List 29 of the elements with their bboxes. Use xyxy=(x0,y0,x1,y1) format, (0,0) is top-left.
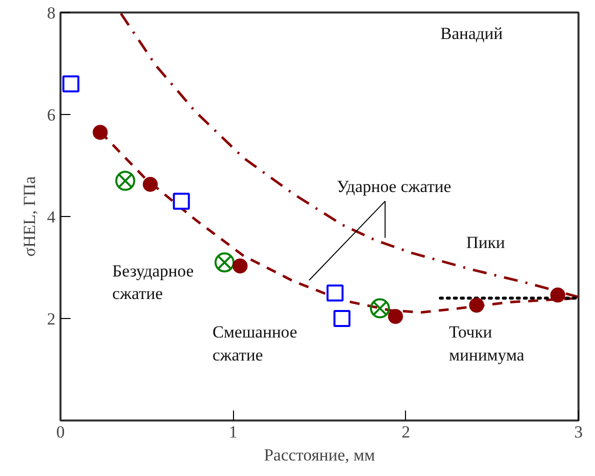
point xyxy=(92,124,108,140)
annotation: Ударное сжатие xyxy=(336,177,452,196)
point xyxy=(142,176,158,192)
point xyxy=(388,308,403,324)
annotation: Смешанное сжатие xyxy=(212,322,298,364)
x-tick-label: 2 xyxy=(402,422,410,442)
y-tick-label: 6 xyxy=(47,106,56,124)
annotation: Ванадий xyxy=(440,24,503,44)
point xyxy=(115,170,136,191)
point xyxy=(232,258,248,274)
annotation: Пики xyxy=(466,233,505,252)
x-axis-title: Расстояние, мм xyxy=(264,446,376,464)
annotation: Точки минимума xyxy=(449,322,525,364)
point xyxy=(370,298,390,318)
point xyxy=(550,288,566,303)
y-axis-title: σHEL, ГПа xyxy=(20,176,39,257)
y-tick-label: 2 xyxy=(47,310,56,328)
y-tick-label: 4 xyxy=(47,208,56,226)
y-tick-label: 8 xyxy=(47,4,56,22)
point xyxy=(469,298,484,313)
x-tick-label: 3 xyxy=(574,422,583,442)
annotation: Безударное сжатие xyxy=(112,261,194,304)
point xyxy=(326,284,344,302)
point xyxy=(172,192,190,210)
point xyxy=(62,75,80,92)
point xyxy=(214,252,235,272)
x-tick-label: 0 xyxy=(56,422,65,442)
x-tick-label: 1 xyxy=(228,422,238,442)
point xyxy=(333,310,350,327)
